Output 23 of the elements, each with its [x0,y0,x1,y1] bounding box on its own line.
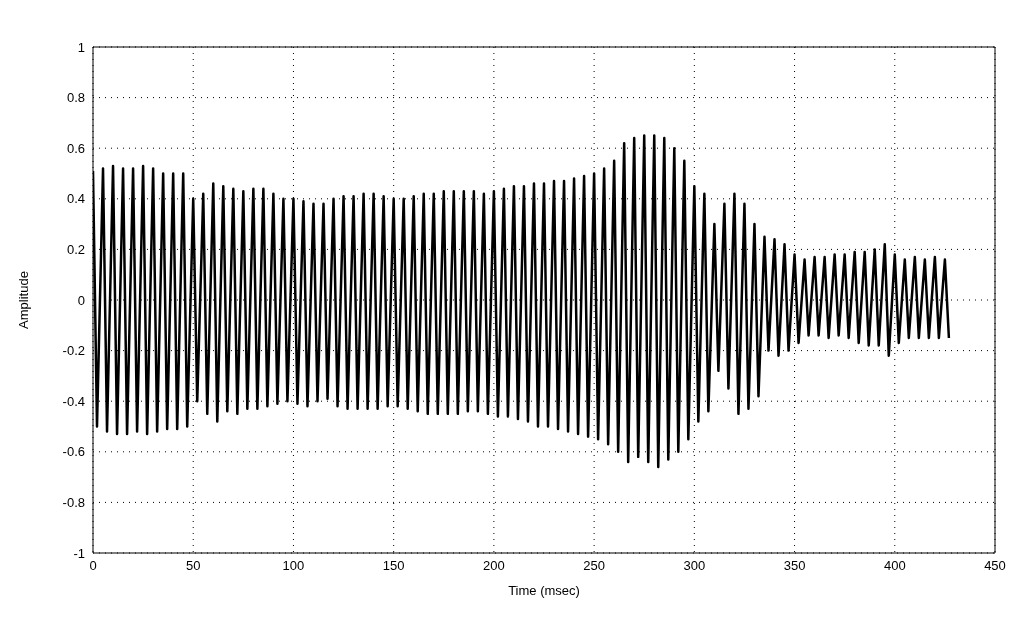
x-tick-label: 400 [883,558,906,574]
y-tick-label: 0.6 [66,140,85,156]
x-tick-label: 200 [483,558,505,574]
y-tick-label: -0.4 [62,393,85,409]
x-tick-label: 0 [89,558,97,574]
y-tick-label: 0.2 [66,242,85,258]
y-tick-label: 0.8 [66,90,85,106]
y-tick-label: -0.2 [62,343,85,359]
x-tick-label: 350 [783,558,806,574]
x-tick-label: 150 [382,558,405,574]
x-axis-title: Time (msec) [508,583,580,598]
y-tick-label: 1 [77,39,85,55]
x-tick-label: 250 [583,558,605,574]
y-tick-label: 0 [77,292,85,308]
y-axis-title: Amplitude [15,271,31,329]
x-tick-label: 450 [984,558,1006,574]
y-tick-label: -0.6 [62,444,85,460]
y-tick-label: -0.8 [62,495,85,511]
x-tick-label: 100 [282,558,305,574]
y-tick-label: -1 [73,545,85,561]
x-tick-label: 300 [683,558,706,574]
y-tick-label: 0.4 [66,191,85,207]
x-tick-label: 50 [185,558,201,574]
